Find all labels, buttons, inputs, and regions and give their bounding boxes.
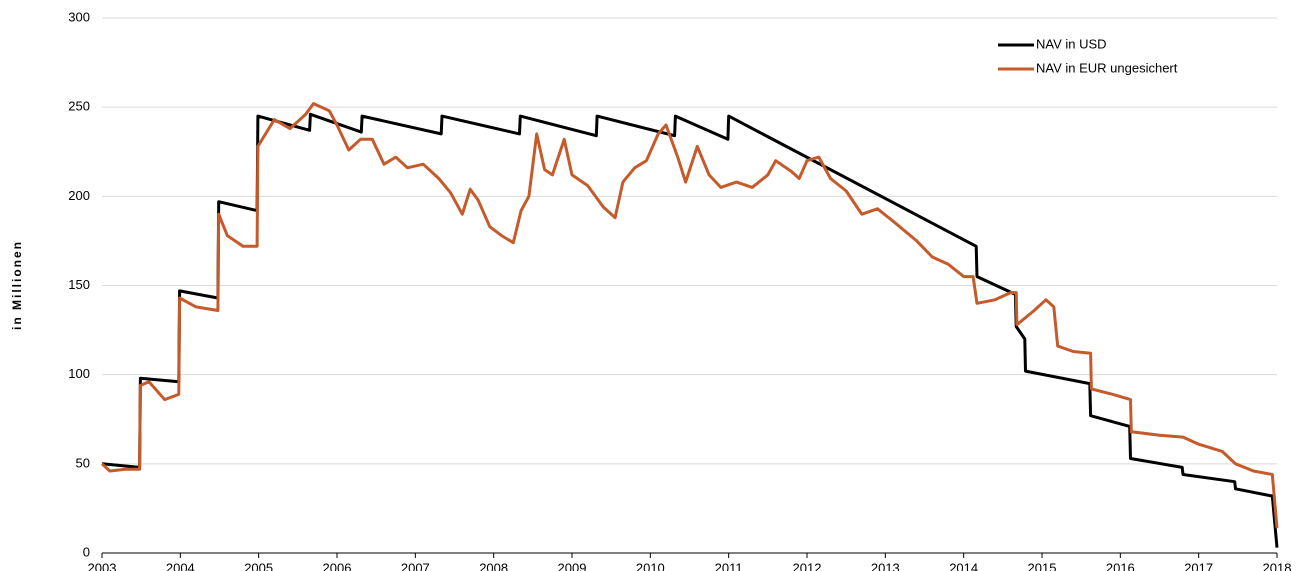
y-tick-label: 150 xyxy=(68,277,90,292)
x-tick-label: 2018 xyxy=(1263,560,1292,571)
y-tick-label: 100 xyxy=(68,366,90,381)
y-tick-label: 0 xyxy=(83,544,90,559)
y-tick-label: 200 xyxy=(68,188,90,203)
x-tick-label: 2009 xyxy=(558,560,587,571)
y-axis-label: in Millionen xyxy=(10,240,24,330)
y-tick-label: 50 xyxy=(76,455,90,470)
x-tick-label: 2015 xyxy=(1028,560,1057,571)
x-tick-label: 2004 xyxy=(166,560,195,571)
x-tick-label: 2013 xyxy=(871,560,900,571)
x-tick-label: 2007 xyxy=(401,560,430,571)
series-line xyxy=(100,102,1279,529)
x-tick-label: 2011 xyxy=(715,560,743,571)
y-tick-label: 300 xyxy=(68,9,90,24)
x-tick-label: 2008 xyxy=(479,560,508,571)
legend-label: NAV in EUR ungesichert xyxy=(1036,60,1178,75)
x-tick-label: 2006 xyxy=(323,560,352,571)
x-tick-label: 2003 xyxy=(88,560,117,571)
series-line xyxy=(101,112,1279,548)
x-tick-label: 2014 xyxy=(949,560,978,571)
y-tick-label: 250 xyxy=(68,99,90,114)
x-tick-label: 2016 xyxy=(1106,560,1135,571)
x-tick-label: 2010 xyxy=(636,560,665,571)
x-tick-label: 2017 xyxy=(1184,560,1213,571)
x-tick-label: 2005 xyxy=(244,560,273,571)
x-tick-label: 2012 xyxy=(793,560,822,571)
legend-label: NAV in USD xyxy=(1036,36,1107,51)
